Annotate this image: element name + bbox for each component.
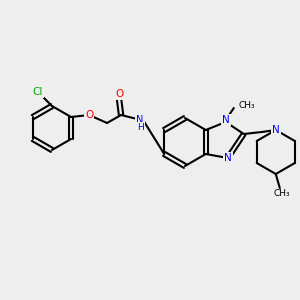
Text: O: O: [85, 110, 93, 120]
Text: N: N: [222, 115, 230, 125]
Text: Cl: Cl: [33, 87, 43, 97]
Text: H: H: [137, 122, 143, 131]
Text: N: N: [224, 153, 232, 163]
Text: CH₃: CH₃: [274, 188, 290, 197]
Text: CH₃: CH₃: [239, 100, 255, 109]
Text: O: O: [115, 89, 123, 99]
Text: N: N: [272, 125, 280, 135]
Text: N: N: [136, 115, 144, 125]
